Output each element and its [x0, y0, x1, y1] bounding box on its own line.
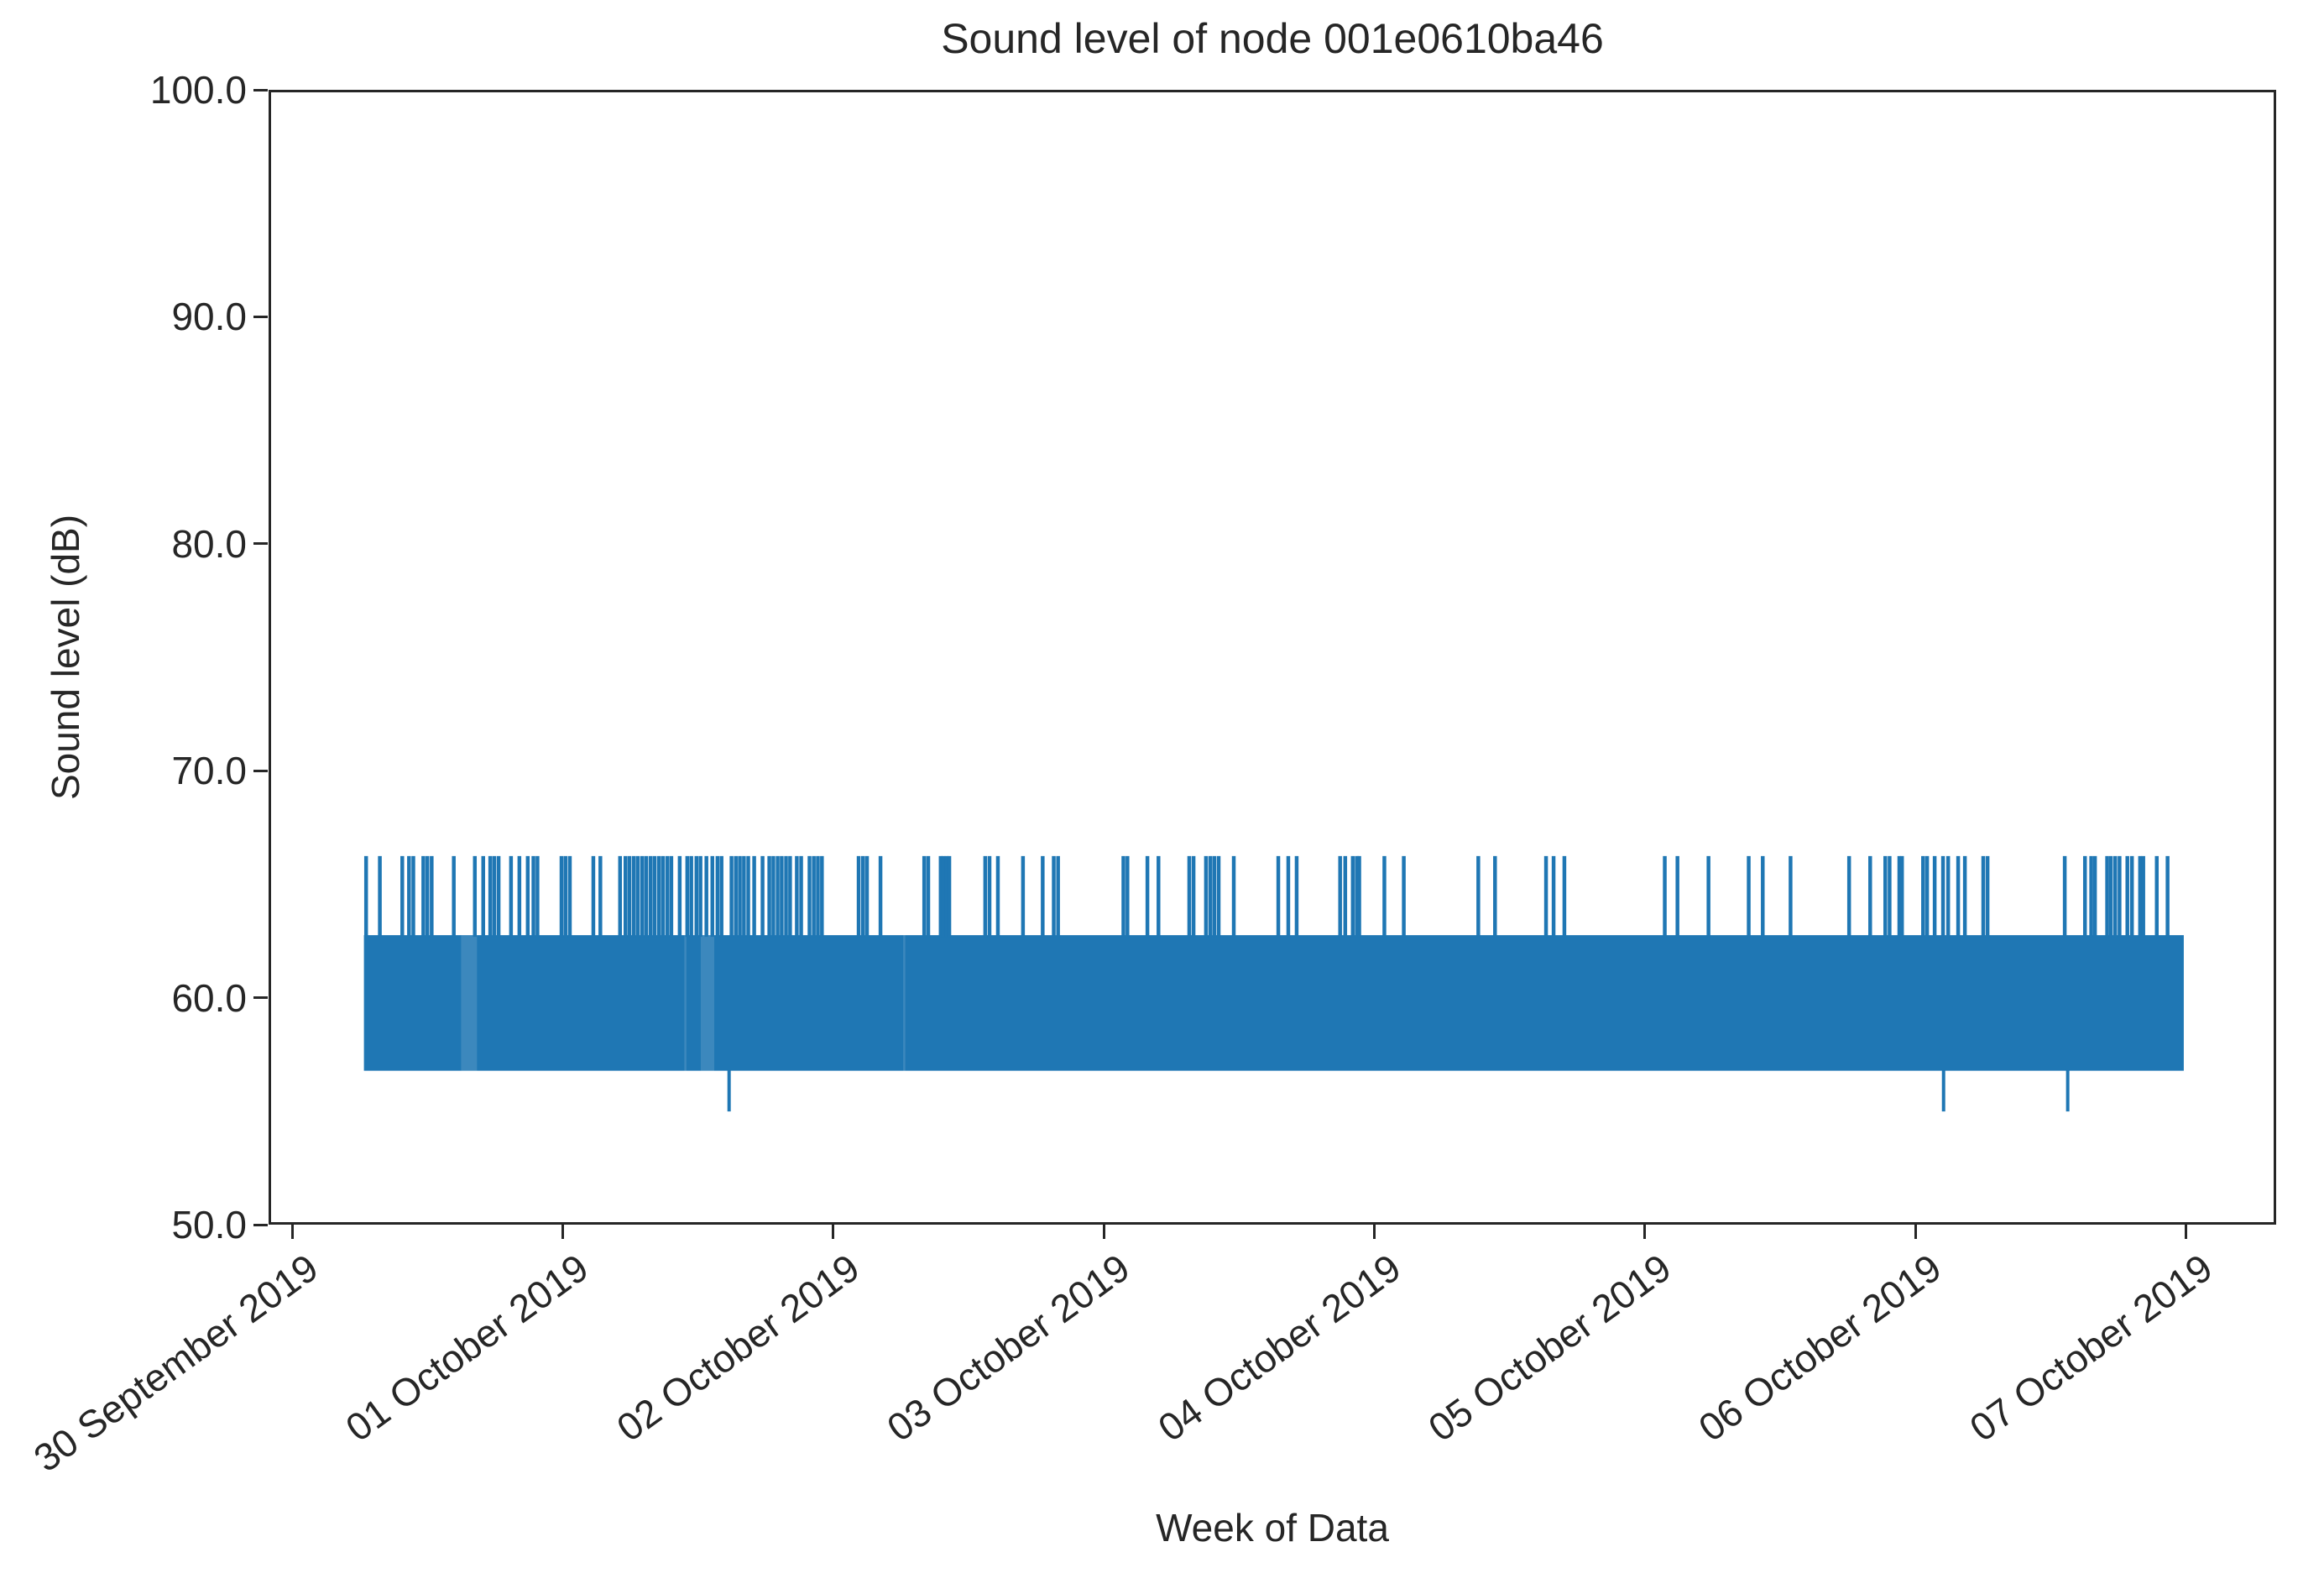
x-tick	[561, 1225, 564, 1239]
x-tick	[290, 1225, 294, 1239]
sound-level-band	[363, 935, 2184, 1071]
y-tick	[253, 542, 268, 546]
x-tick-label: 01 October 2019	[337, 1245, 597, 1450]
y-tick	[253, 315, 268, 318]
x-tick-label: 03 October 2019	[879, 1245, 1138, 1450]
x-axis-label: Week of Data	[1156, 1506, 1389, 1549]
x-tick	[832, 1225, 835, 1239]
x-tick	[2185, 1225, 2188, 1239]
x-tick	[1373, 1225, 1376, 1239]
chart-title: Sound level of node 001e0610ba46	[941, 15, 1604, 62]
y-tick-label: 50.0	[171, 1203, 247, 1246]
x-tick-label: 06 October 2019	[1690, 1245, 1950, 1450]
sound-level-band-streak	[684, 935, 687, 1071]
x-tick-label: 07 October 2019	[1961, 1245, 2220, 1450]
sound-level-band-streak	[700, 935, 715, 1071]
x-tick-label: 30 September 2019	[25, 1245, 326, 1481]
y-tick-label: 80.0	[171, 521, 247, 566]
y-tick	[253, 1223, 268, 1226]
y-tick-label: 100.0	[149, 68, 247, 112]
y-tick	[253, 996, 268, 1000]
y-tick-label: 60.0	[171, 975, 247, 1020]
x-tick-label: 02 October 2019	[608, 1245, 867, 1450]
x-tick-label: 05 October 2019	[1420, 1245, 1679, 1450]
x-tick	[1643, 1225, 1647, 1239]
y-tick-label: 70.0	[171, 749, 247, 793]
y-tick	[253, 88, 268, 91]
sound-level-series-svg	[363, 855, 2184, 1112]
x-tick	[1914, 1225, 1917, 1239]
sound-level-band-streak	[903, 935, 906, 1071]
plot-area	[269, 90, 2276, 1225]
x-tick-label: 04 October 2019	[1149, 1245, 1408, 1450]
y-tick	[253, 769, 268, 772]
x-tick	[1102, 1225, 1105, 1239]
sound-level-band-streak	[461, 935, 478, 1071]
y-tick-label: 90.0	[171, 295, 247, 339]
